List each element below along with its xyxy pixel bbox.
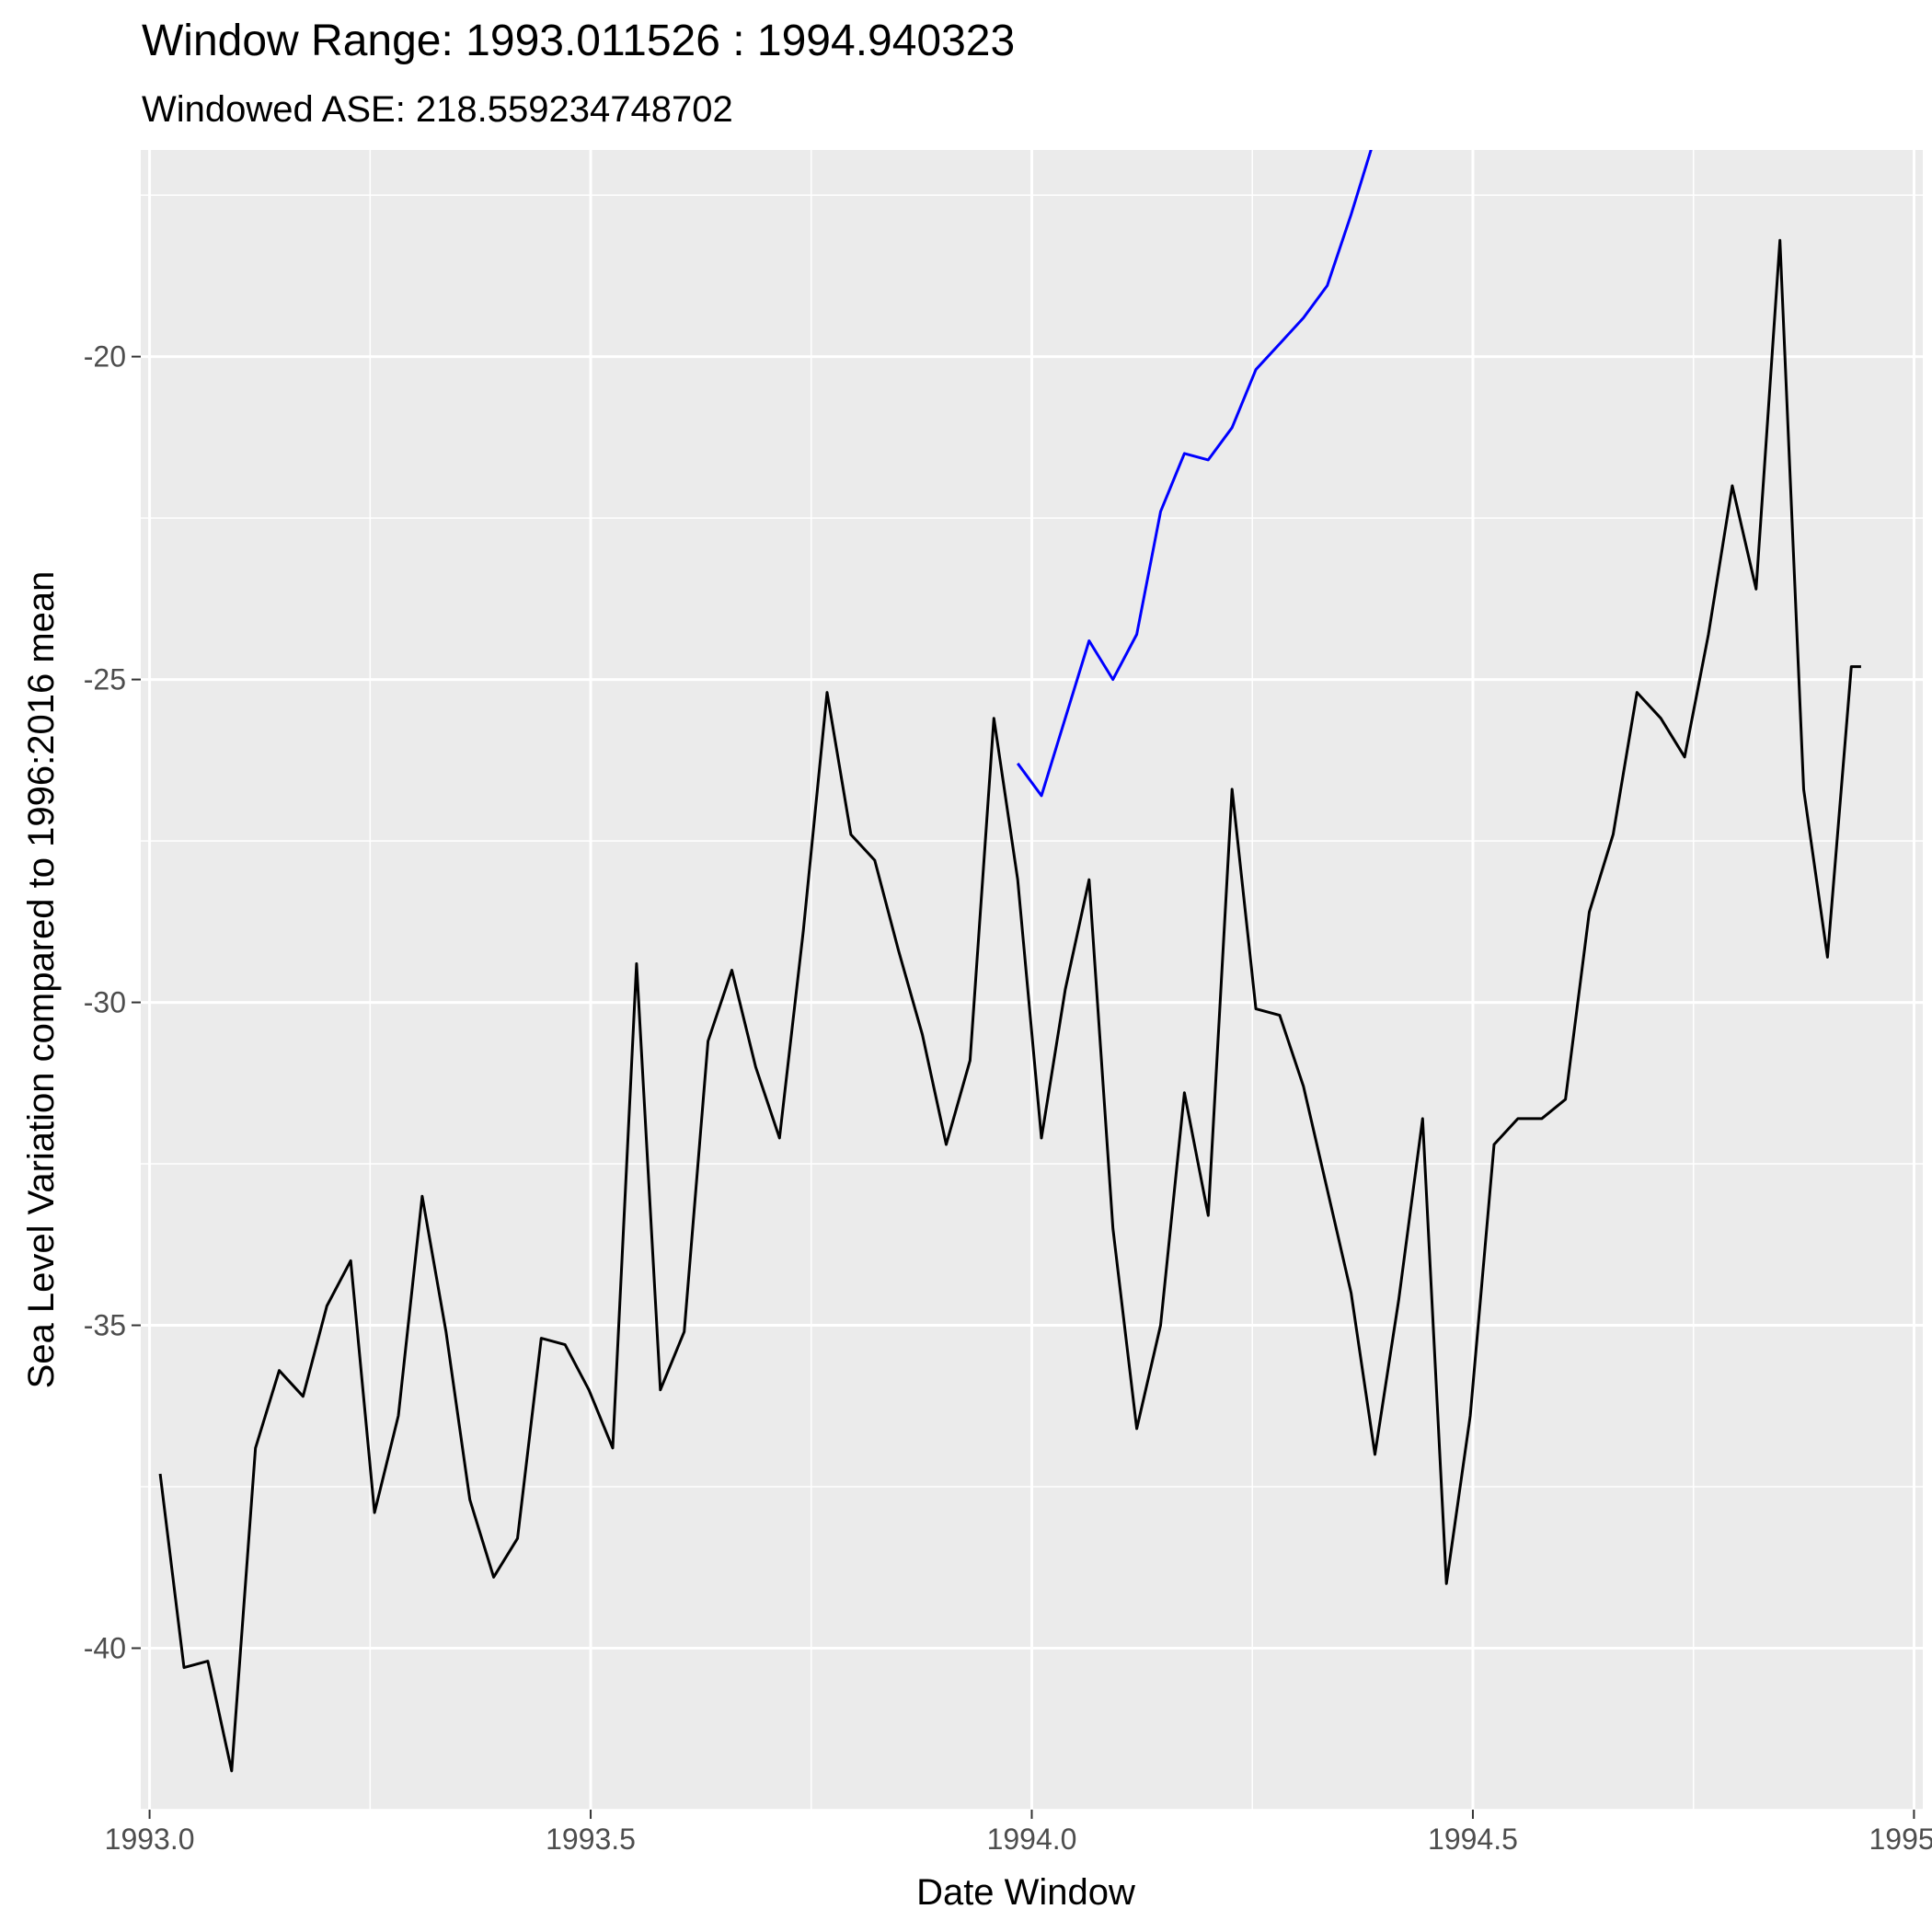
series-layer [158, 150, 1861, 1773]
y-tick-label: -35 [84, 1309, 126, 1342]
y-tick-label: -30 [84, 986, 126, 1019]
x-tick-label: 1993.5 [546, 1823, 636, 1856]
y-tick-label: -25 [84, 663, 126, 696]
y-tick-label: -20 [84, 340, 126, 374]
x-tick-label: 1994.0 [987, 1823, 1077, 1856]
y-axis: -40 -35 -30 -25 -20 [84, 340, 141, 1665]
series-line-2 [1016, 150, 1373, 798]
x-tick-label: 1993.0 [105, 1823, 195, 1856]
chart-title: Window Range: 1993.011526 : 1994.940323 [142, 17, 1015, 65]
x-tick-label: 1994.5 [1428, 1823, 1518, 1856]
series-line-1 [158, 238, 1861, 1773]
x-axis-title: Date Window [916, 1872, 1135, 1913]
major-gridlines [141, 150, 1923, 1810]
y-tick-label: -40 [84, 1632, 126, 1665]
chart-subtitle: Windowed ASE: 218.559234748702 [142, 89, 733, 130]
x-axis: 1993.0 1993.5 1994.0 1994.5 1995.0 [105, 1810, 1932, 1856]
y-axis-title: Sea Level Variation compared to 1996:201… [21, 571, 62, 1389]
x-tick-label: 1995.0 [1869, 1823, 1932, 1856]
